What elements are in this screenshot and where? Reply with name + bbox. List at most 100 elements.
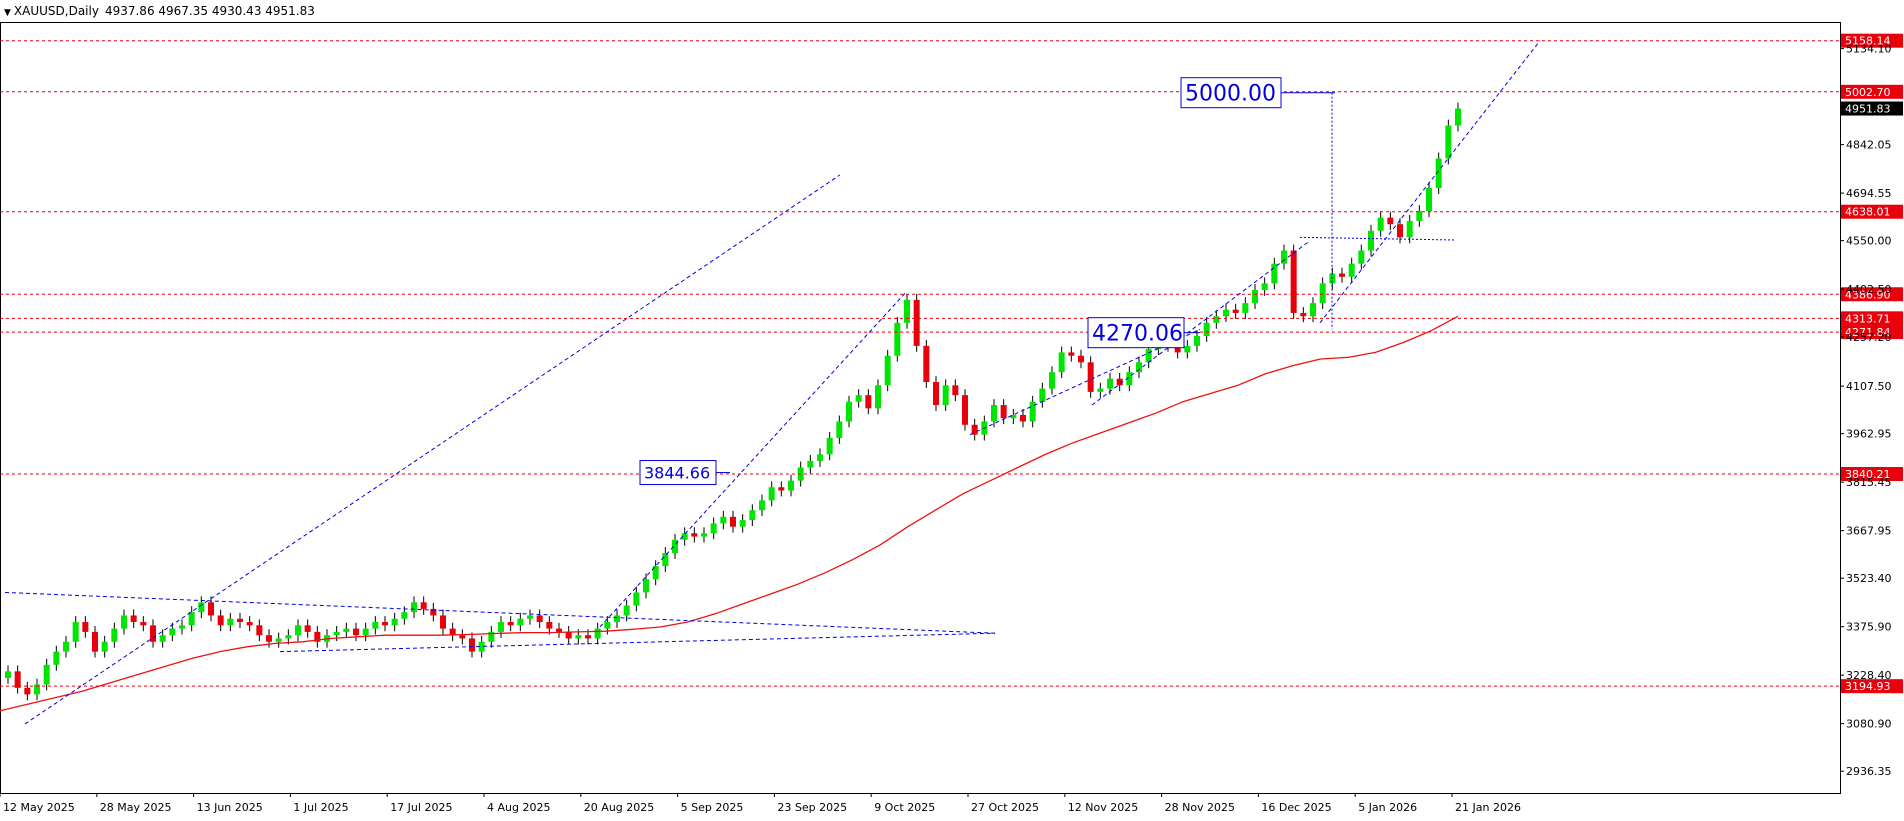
- candle-body: [372, 622, 379, 629]
- candle-body: [836, 421, 843, 438]
- candle-body: [1049, 372, 1055, 389]
- candle-body: [1087, 362, 1094, 392]
- level-price-tag: [1841, 84, 1903, 99]
- y-tick-label: 4842.05: [1846, 139, 1892, 152]
- candle-body: [913, 299, 920, 346]
- candle-body: [1213, 316, 1220, 323]
- annotation-label: 3844.66: [644, 463, 710, 482]
- level-price-tag: [1841, 33, 1903, 48]
- candle-body: [285, 635, 292, 639]
- candle-body: [701, 533, 707, 537]
- candle-body: [34, 684, 40, 695]
- y-tick-label: 4694.55: [1846, 187, 1892, 200]
- candle-body: [759, 500, 765, 511]
- candle-body: [1290, 250, 1297, 313]
- candle-body: [971, 424, 978, 435]
- symbol-label: XAUUSD,Daily: [13, 4, 99, 18]
- level-price-tag: [1841, 204, 1903, 219]
- candle-body: [275, 638, 282, 642]
- candle-body: [1435, 158, 1442, 189]
- candle-body: [565, 631, 572, 639]
- candle-body: [710, 523, 717, 534]
- candle-body: [111, 628, 118, 642]
- trend-line: [1091, 240, 1311, 406]
- candle-body: [720, 516, 727, 524]
- candle-body: [343, 628, 350, 632]
- candle-body: [1261, 283, 1268, 290]
- candle-body: [246, 622, 253, 626]
- x-tick-label: 23 Sep 2025: [777, 801, 847, 814]
- candle-body: [1455, 108, 1461, 126]
- y-tick-label: 3667.95: [1846, 525, 1892, 538]
- candle-body: [855, 395, 862, 402]
- candle-body: [1387, 217, 1394, 225]
- current-price-tag: [1841, 101, 1903, 116]
- candle-body: [546, 622, 553, 629]
- trend-line: [599, 292, 906, 628]
- candle-body: [672, 539, 678, 553]
- x-tick-label: 12 Nov 2025: [1068, 801, 1138, 814]
- x-tick-label: 21 Jan 2026: [1455, 801, 1521, 814]
- candle-body: [1136, 362, 1142, 373]
- moving-average-line: [0, 315, 1459, 712]
- candle-body: [208, 602, 214, 616]
- candle-body: [884, 355, 891, 386]
- candle-body: [198, 602, 205, 613]
- candle-body: [1107, 378, 1113, 389]
- candle-body: [1116, 378, 1123, 386]
- x-tick-label: 1 Jul 2025: [293, 801, 348, 814]
- dropdown-triangle-icon[interactable]: ▼: [4, 8, 11, 18]
- candle-body: [1310, 303, 1316, 317]
- candle-body: [227, 618, 234, 626]
- candle-body: [846, 401, 852, 422]
- candle-body: [1426, 188, 1432, 212]
- candle-body: [420, 602, 427, 609]
- candle-body: [623, 605, 630, 616]
- annotation-box: [1087, 317, 1185, 349]
- candle-body: [1445, 125, 1452, 159]
- level-price-tag: [1841, 311, 1903, 326]
- candle-body: [295, 625, 301, 636]
- candle-body: [643, 579, 649, 593]
- candle-body: [24, 687, 31, 695]
- candle-body: [1068, 352, 1075, 356]
- candle-body: [82, 622, 89, 632]
- candle-body: [101, 641, 108, 652]
- candle-body: [817, 454, 823, 461]
- candle-body: [53, 651, 60, 665]
- candle-body: [662, 552, 669, 567]
- candle-body: [1184, 345, 1191, 353]
- plot-frame: [0, 22, 1841, 794]
- candle-body: [1377, 217, 1384, 231]
- level-price-tag: [1841, 325, 1903, 340]
- x-tick-label: 5 Jan 2026: [1358, 801, 1417, 814]
- candle-body: [991, 405, 997, 422]
- y-tick-label: 4550.00: [1846, 235, 1892, 248]
- y-tick-label: 3523.40: [1846, 572, 1892, 585]
- candle-body: [691, 533, 698, 537]
- level-price-label: 4313.71: [1845, 312, 1891, 325]
- candle-body: [1348, 263, 1355, 277]
- candle-body: [333, 631, 340, 636]
- candle-body: [411, 602, 417, 613]
- candle-body: [594, 628, 601, 639]
- candle-body: [923, 345, 930, 383]
- ohlc-values: 4937.86 4967.35 4930.43 4951.83: [104, 4, 315, 18]
- level-price-tag: [1841, 467, 1903, 482]
- candle-body: [430, 608, 437, 616]
- candle-body: [894, 322, 901, 356]
- candle-body: [459, 635, 466, 639]
- candle-body: [1097, 388, 1104, 392]
- candle-body: [604, 622, 611, 629]
- candle-body: [498, 622, 504, 632]
- candle-body: [266, 635, 272, 642]
- candle-body: [1232, 309, 1239, 313]
- y-tick-label: 3962.95: [1846, 428, 1892, 441]
- candle-body: [807, 460, 814, 468]
- candle-body: [749, 510, 756, 521]
- candle-body: [169, 628, 176, 636]
- candle-body: [382, 622, 388, 626]
- candle-body: [1319, 283, 1326, 304]
- candle-body: [1126, 372, 1133, 386]
